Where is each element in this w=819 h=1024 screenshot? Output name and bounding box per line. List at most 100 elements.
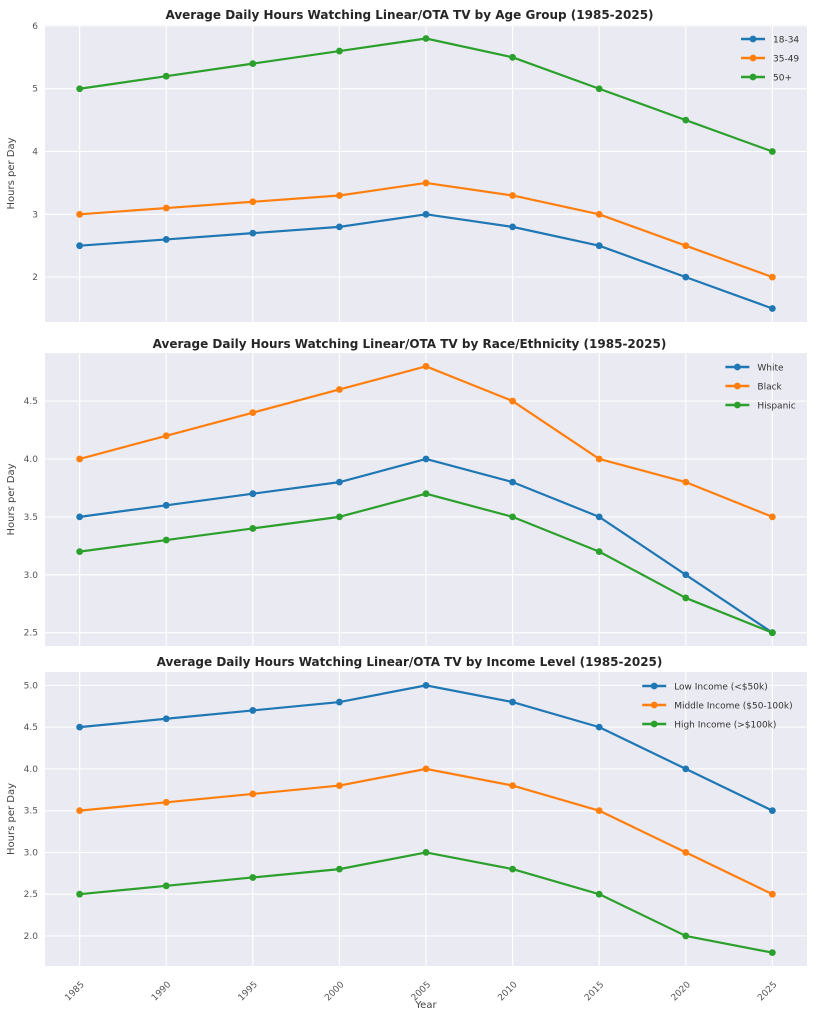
data-point-marker [162, 432, 170, 440]
legend-item: White [725, 364, 784, 374]
series-Black [76, 362, 776, 521]
data-point-marker [682, 478, 690, 486]
data-point-marker [422, 362, 430, 370]
chart-plot-race-ethnicity: 2.5 3.0 3.5 4.0 4.5 Hours per Day White Black Hi… [6, 353, 807, 646]
y-tick-label: 5 [32, 85, 38, 95]
x-tick-label: 2015 [583, 980, 606, 1003]
y-tick-label: 2.5 [24, 629, 38, 639]
data-point-marker [509, 513, 516, 521]
y-tick-label: 3.5 [24, 807, 38, 817]
y-tick-label: 5.0 [24, 681, 39, 691]
data-point-marker [682, 765, 690, 773]
data-point-marker [162, 72, 170, 80]
y-tick-label: 4.5 [24, 397, 38, 407]
legend-item: 50+ [741, 74, 792, 84]
y-tick-label: 3.0 [24, 848, 39, 858]
data-point-marker [509, 223, 516, 231]
data-point-marker [595, 242, 603, 250]
data-point-marker [249, 409, 257, 417]
chart-age-group: Average Daily Hours Watching Linear/OTA … [0, 0, 819, 332]
data-point-marker [336, 865, 343, 873]
data-point-marker [595, 890, 603, 898]
series-50+ [76, 35, 776, 155]
series-35-49 [76, 179, 776, 281]
x-tick-label: 1990 [150, 980, 173, 1003]
data-point-marker [76, 807, 84, 815]
data-point-marker [509, 192, 516, 199]
data-point-marker [76, 723, 84, 731]
data-point-marker [768, 148, 776, 155]
data-point-marker [595, 548, 603, 556]
data-point-marker [768, 890, 776, 898]
legend-item: Low Income (<$50k) [642, 683, 768, 693]
y-tick-label: 4 [32, 148, 38, 158]
x-tick-label: 2020 [670, 980, 693, 1003]
series-High Income (>$100k) [76, 849, 776, 957]
data-point-marker [422, 35, 430, 42]
legend: 18-34 35-49 50+ [741, 36, 799, 84]
data-point-marker [422, 210, 430, 218]
data-point-marker [76, 455, 84, 463]
data-point-marker [336, 478, 343, 486]
legend-marker [749, 54, 757, 62]
data-point-marker [682, 849, 690, 856]
series-18-34 [76, 210, 776, 312]
y-axis-label: Hours per Day [6, 463, 17, 535]
x-tick-label: 2000 [323, 980, 346, 1003]
data-point-marker [162, 204, 170, 212]
data-point-marker [682, 571, 690, 579]
data-point-marker [162, 798, 170, 806]
legend-label: White [757, 364, 784, 374]
data-point-marker [422, 765, 430, 773]
data-point-marker [336, 47, 343, 55]
data-point-marker [422, 455, 430, 463]
data-point-marker [162, 882, 170, 890]
chart-race-ethnicity: Average Daily Hours Watching Linear/OTA … [0, 332, 819, 650]
data-point-marker [682, 242, 690, 250]
data-point-marker [422, 179, 430, 187]
data-point-marker [336, 386, 343, 393]
data-point-marker [509, 782, 516, 789]
chart-title-income-level: Average Daily Hours Watching Linear/OTA … [156, 655, 663, 669]
data-point-marker [76, 210, 84, 218]
legend-label: Hispanic [757, 402, 795, 412]
data-point-marker [336, 698, 343, 706]
legend-label: 50+ [773, 74, 792, 84]
x-tick-label: 2025 [756, 980, 779, 1003]
data-point-marker [509, 478, 516, 486]
data-point-marker [422, 681, 430, 689]
data-point-marker [682, 594, 690, 602]
data-point-marker [595, 210, 603, 218]
data-point-marker [768, 273, 776, 281]
data-point-marker [768, 629, 776, 637]
y-tick-label: 2 [32, 273, 38, 283]
data-point-marker [509, 53, 516, 61]
data-point-marker [249, 198, 257, 206]
data-point-marker [249, 874, 257, 881]
data-point-marker [768, 807, 776, 815]
legend-marker [734, 382, 741, 390]
data-point-marker [682, 116, 690, 124]
legend-label: 18-34 [773, 36, 799, 46]
data-point-marker [422, 849, 430, 856]
legend-marker [734, 401, 741, 409]
data-point-marker [336, 782, 343, 789]
data-point-marker [336, 223, 343, 231]
y-axis-label: Hours per Day [6, 137, 17, 209]
x-axis-label: Year [414, 1000, 437, 1011]
chart-title-race-ethnicity: Average Daily Hours Watching Linear/OTA … [152, 337, 667, 351]
data-point-marker [249, 60, 257, 68]
data-point-marker [682, 273, 690, 281]
series-Middle Income ($50-100k) [76, 765, 776, 898]
legend-marker [650, 682, 658, 690]
data-point-marker [249, 229, 257, 237]
data-point-marker [249, 490, 257, 498]
data-point-marker [682, 932, 690, 940]
series-Hispanic [76, 490, 776, 637]
y-tick-label: 4.5 [24, 723, 38, 733]
data-point-marker [162, 715, 170, 723]
y-tick-label: 2.5 [24, 890, 38, 900]
y-tick-label: 4.0 [24, 765, 39, 775]
legend-marker [749, 35, 757, 43]
